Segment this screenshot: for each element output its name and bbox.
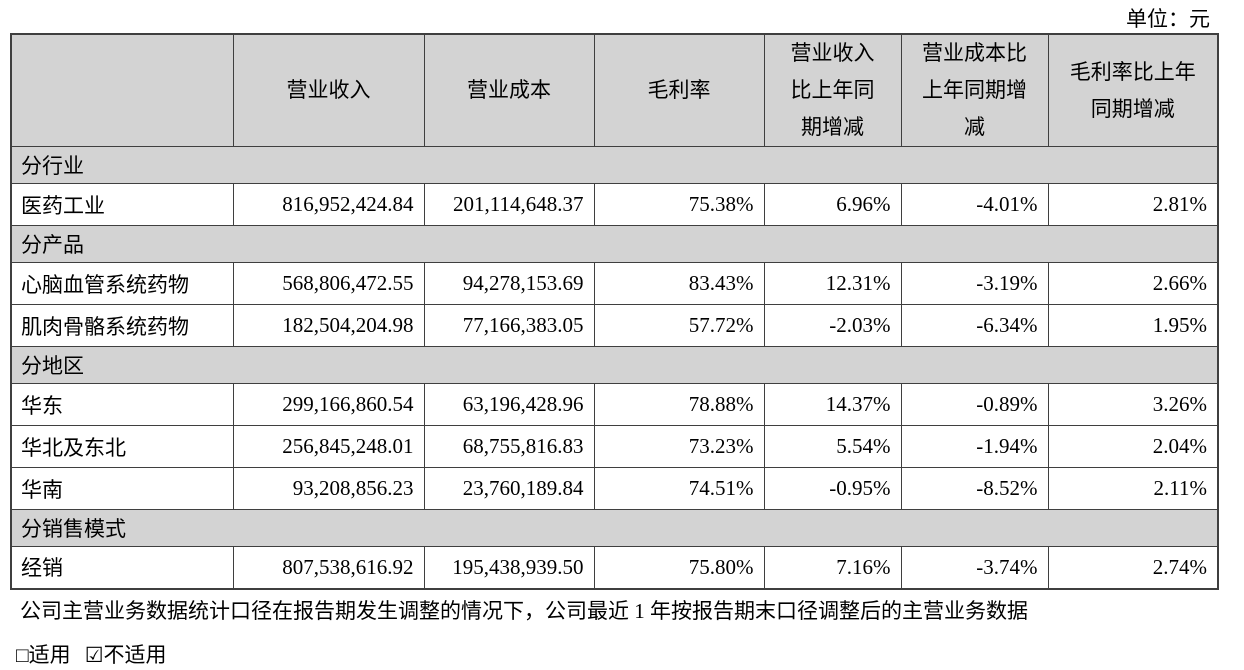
cell-value-2: 75.38% <box>593 183 765 226</box>
cell-value-4: -6.34% <box>900 304 1049 347</box>
table-row: 心脑血管系统药物 568,806,472.55 94,278,153.69 83.43… <box>10 262 1219 305</box>
table-row: 华南 93,208,856.23 23,760,189.84 74.51% -0.95%… <box>10 467 1219 510</box>
cell-value-3: -2.03% <box>763 304 902 347</box>
column-header-3: 毛利率 <box>593 33 765 147</box>
section-row: 分产品 <box>10 225 1219 263</box>
table-row: 医药工业 816,952,424.84 201,114,648.37 75.38% 6.… <box>10 183 1219 226</box>
cell-value-0: 182,504,204.98 <box>232 304 425 347</box>
table-header-row: 营业收入 营业成本 毛利率 营业收入 比上年同 期增减 营业成本比 上年同期增 减毛利率… <box>10 33 1219 147</box>
section-title: 分行业 <box>10 146 1219 184</box>
cell-value-4: -8.52% <box>900 467 1049 510</box>
row-label: 经销 <box>10 546 234 589</box>
row-label: 华北及东北 <box>10 425 234 468</box>
cell-value-0: 816,952,424.84 <box>232 183 425 226</box>
cell-value-5: 1.95% <box>1047 304 1219 347</box>
section-row: 分地区 <box>10 346 1219 384</box>
not-applicable-checkbox-label: ☑不适用 <box>84 643 167 667</box>
section-title: 分销售模式 <box>10 509 1219 547</box>
cell-value-1: 68,755,816.83 <box>423 425 595 468</box>
cell-value-0: 256,845,248.01 <box>232 425 425 468</box>
row-label: 心脑血管系统药物 <box>10 262 234 305</box>
cell-value-2: 78.88% <box>593 383 765 426</box>
section-title: 分产品 <box>10 225 1219 263</box>
cell-value-3: 7.16% <box>763 546 902 589</box>
row-label: 华南 <box>10 467 234 510</box>
column-header-6: 毛利率比上年 同期增减 <box>1047 33 1219 147</box>
cell-value-1: 63,196,428.96 <box>423 383 595 426</box>
cell-value-4: -4.01% <box>900 183 1049 226</box>
row-label: 华东 <box>10 383 234 426</box>
cell-value-3: 12.31% <box>763 262 902 305</box>
cell-value-3: -0.95% <box>763 467 902 510</box>
main-business-data-table: 营业收入 营业成本 毛利率 营业收入 比上年同 期增减 营业成本比 上年同期增 减毛利率… <box>10 33 1219 590</box>
cell-value-3: 6.96% <box>763 183 902 226</box>
cell-value-2: 57.72% <box>593 304 765 347</box>
cell-value-2: 73.23% <box>593 425 765 468</box>
column-header-4: 营业收入 比上年同 期增减 <box>763 33 902 147</box>
cell-value-5: 2.66% <box>1047 262 1219 305</box>
column-header-1: 营业收入 <box>232 33 425 147</box>
cell-value-0: 807,538,616.92 <box>232 546 425 589</box>
column-header-2: 营业成本 <box>423 33 595 147</box>
cell-value-5: 2.74% <box>1047 546 1219 589</box>
cell-value-1: 77,166,383.05 <box>423 304 595 347</box>
cell-value-5: 3.26% <box>1047 383 1219 426</box>
cell-value-2: 74.51% <box>593 467 765 510</box>
row-label: 医药工业 <box>10 183 234 226</box>
cell-value-0: 93,208,856.23 <box>232 467 425 510</box>
cell-value-1: 195,438,939.50 <box>423 546 595 589</box>
cell-value-1: 94,278,153.69 <box>423 262 595 305</box>
applicable-checkbox-label: □适用 <box>16 643 71 667</box>
row-label: 肌肉骨骼系统药物 <box>10 304 234 347</box>
cell-value-0: 568,806,472.55 <box>232 262 425 305</box>
cell-value-4: -3.19% <box>900 262 1049 305</box>
cell-value-4: -3.74% <box>900 546 1049 589</box>
table-row: 华东 299,166,860.54 63,196,428.96 78.88% 14.37… <box>10 383 1219 426</box>
cell-value-5: 2.11% <box>1047 467 1219 510</box>
cell-value-0: 299,166,860.54 <box>232 383 425 426</box>
table-row: 肌肉骨骼系统药物 182,504,204.98 77,166,383.05 57.72… <box>10 304 1219 347</box>
cell-value-3: 5.54% <box>763 425 902 468</box>
cell-value-2: 75.80% <box>593 546 765 589</box>
cell-value-2: 83.43% <box>593 262 765 305</box>
section-title: 分地区 <box>10 346 1219 384</box>
column-header-0 <box>10 33 234 147</box>
cell-value-3: 14.37% <box>763 383 902 426</box>
section-row: 分行业 <box>10 146 1219 184</box>
cell-value-5: 2.04% <box>1047 425 1219 468</box>
section-row: 分销售模式 <box>10 509 1219 547</box>
cell-value-4: -0.89% <box>900 383 1049 426</box>
applicability-line: □适用 ☑不适用 <box>16 639 167 669</box>
table-row: 华北及东北 256,845,248.01 68,755,816.83 73.23% 5.… <box>10 425 1219 468</box>
cell-value-4: -1.94% <box>900 425 1049 468</box>
column-header-5: 营业成本比 上年同期增 减 <box>900 33 1049 147</box>
cell-value-1: 23,760,189.84 <box>423 467 595 510</box>
table-row: 经销 807,538,616.92 195,438,939.50 75.80% 7.16… <box>10 546 1219 589</box>
cell-value-5: 2.81% <box>1047 183 1219 226</box>
unit-label: 单位：元 <box>1126 7 1210 31</box>
footnote-text: 公司主营业务数据统计口径在报告期发生调整的情况下，公司最近 1 年按报告期末口径… <box>20 599 1028 623</box>
cell-value-1: 201,114,648.37 <box>423 183 595 226</box>
